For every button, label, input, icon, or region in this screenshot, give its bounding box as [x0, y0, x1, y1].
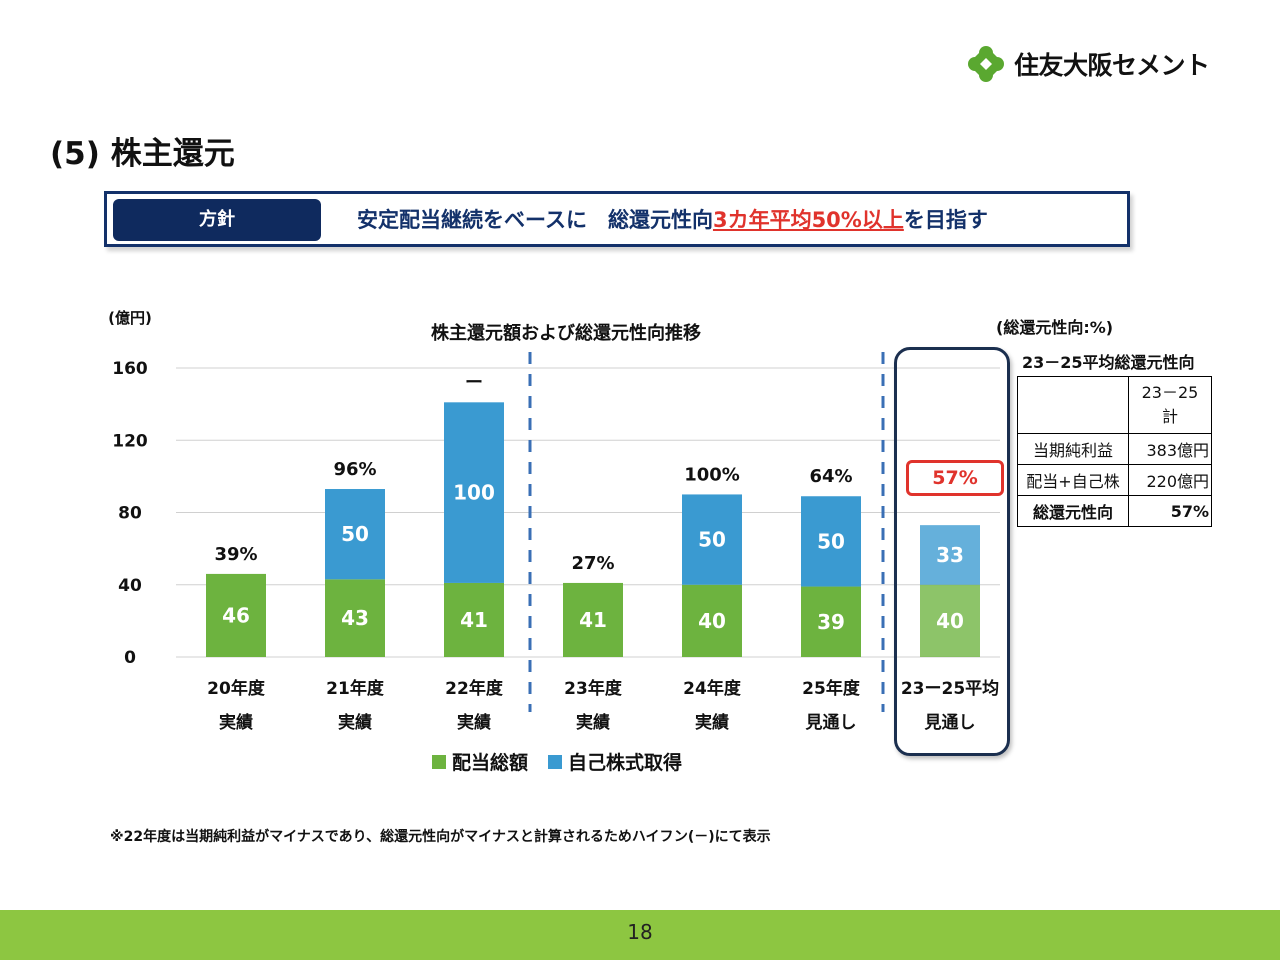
ratio-table-title: 23－25平均総還元性向 [1022, 353, 1195, 372]
table-header-period-line2: 計 [1161, 407, 1178, 426]
bar-dividend [682, 584, 742, 657]
policy-text-post: を目指す [903, 208, 988, 232]
page-number: 18 [627, 920, 653, 944]
x-tick-label: 見通し [805, 713, 857, 733]
table-cell-label: 総還元性向 [1017, 495, 1129, 527]
x-tick-label: 24年度 [683, 678, 742, 699]
table-cell-label: 当期純利益 [1017, 433, 1129, 465]
policy-tag: 方針 [113, 199, 321, 241]
x-tick-label: 実績 [576, 712, 610, 733]
table-header-period: 23－25 計 [1128, 376, 1212, 434]
policy-text-accent: 3カ年平均50%以上 [712, 208, 904, 232]
ratio-table: 23－25 計 当期純利益 383億円 配当+自己株 220億円 総還元性向 57… [1017, 376, 1212, 527]
legend-item-dividend: 配当総額 [432, 748, 528, 775]
average-ratio-highlight: 57% [906, 460, 1004, 496]
y-axis-label: (億円) [108, 309, 152, 327]
x-tick-label: 実績 [338, 712, 372, 733]
bar-dividend [206, 573, 266, 657]
bar-value-label: 39 [817, 610, 845, 634]
footer-bar: 18 [0, 910, 1280, 960]
y-tick-label: 0 [124, 648, 136, 668]
bar-value-label: 33 [936, 543, 964, 567]
policy-statement: 安定配当継続をベースに 総還元性向3カ年平均50%以上を目指す [357, 204, 988, 234]
bar-value-label: 50 [817, 529, 845, 553]
legend-swatch-buyback [548, 754, 563, 769]
bar-value-label: 40 [698, 609, 726, 633]
bar-buyback [444, 402, 504, 583]
policy-text-pre: 安定配当継続をベースに 総還元性向 [357, 208, 713, 232]
company-logo: 住友大阪セメント [966, 44, 1210, 84]
x-tick-label: 実績 [457, 712, 491, 733]
average-outlook-frame [894, 347, 1010, 756]
chart-title: 株主還元額および総還元性向推移 [431, 322, 701, 344]
ratio-label: 27% [571, 553, 614, 574]
legend-label-dividend: 配当総額 [452, 752, 529, 774]
ratio-label: 64% [809, 466, 852, 487]
legend-swatch-dividend [432, 754, 446, 769]
x-tick-label: 見通し [924, 713, 976, 733]
bar-dividend [444, 582, 504, 657]
table-row: 総還元性向 57% [1017, 495, 1212, 527]
bar-dividend [920, 584, 980, 657]
x-tick-label: 実績 [219, 712, 253, 733]
y-tick-label: 120 [112, 431, 148, 451]
bar-buyback [801, 496, 861, 587]
bar-value-label: 41 [579, 608, 607, 632]
ratio-label: ー [465, 372, 483, 393]
table-header-empty [1017, 376, 1129, 434]
bar-buyback [325, 489, 385, 580]
ratio-label: 39% [214, 544, 257, 565]
legend-label-buyback: 自己株式取得 [568, 752, 683, 774]
bar-value-label: 43 [341, 606, 369, 630]
ratio-label: 100% [684, 464, 740, 485]
bar-dividend [563, 582, 623, 657]
bar-value-label: 50 [698, 528, 726, 552]
table-cell-label: 配当+自己株 [1017, 464, 1129, 496]
page-title: (5) 株主還元 [50, 136, 235, 172]
bar-buyback [682, 494, 742, 585]
bar-value-label: 100 [453, 481, 495, 505]
logo-mark-icon [968, 46, 1004, 82]
bar-value-label: 46 [222, 603, 250, 627]
legend-item-buyback: 自己株式取得 [548, 748, 682, 775]
y-tick-label: 40 [118, 576, 142, 596]
x-tick-label: 実績 [695, 712, 729, 733]
table-cell-value: 220億円 [1128, 464, 1212, 496]
footnote: ※22年度は当期純利益がマイナスであり、総還元性向がマイナスと計算されるためハイ… [110, 829, 771, 845]
logo-text: 住友大阪セメント [1014, 51, 1210, 80]
y-tick-label: 80 [118, 504, 142, 524]
x-tick-label: 20年度 [207, 678, 266, 699]
table-row: 当期純利益 383億円 [1017, 433, 1212, 465]
table-cell-value: 383億円 [1128, 433, 1212, 465]
bar-buyback [920, 525, 980, 585]
table-header-row: 23－25 計 [1017, 376, 1212, 434]
bar-value-label: 41 [460, 608, 488, 632]
x-tick-label: 23年度 [564, 678, 623, 699]
bar-value-label: 50 [341, 522, 369, 546]
ratio-unit-label: (総還元性向:%) [996, 318, 1114, 337]
bar-dividend [801, 586, 861, 657]
y-tick-label: 160 [112, 359, 148, 379]
table-cell-value: 57% [1128, 495, 1212, 527]
x-tick-label: 25年度 [802, 678, 861, 699]
x-tick-label: 22年度 [445, 678, 504, 699]
table-row: 配当+自己株 220億円 [1017, 464, 1212, 496]
table-header-period-line1: 23－25 [1141, 383, 1199, 402]
policy-banner: 方針 安定配当継続をベースに 総還元性向3カ年平均50%以上を目指す [104, 191, 1130, 247]
bar-dividend [325, 579, 385, 657]
x-tick-label: 23ー25平均 [901, 678, 999, 699]
bar-value-label: 40 [936, 609, 964, 633]
ratio-label: 96% [333, 459, 376, 480]
x-tick-label: 21年度 [326, 678, 385, 699]
chart-legend: 配当総額 自己株式取得 [432, 748, 702, 775]
